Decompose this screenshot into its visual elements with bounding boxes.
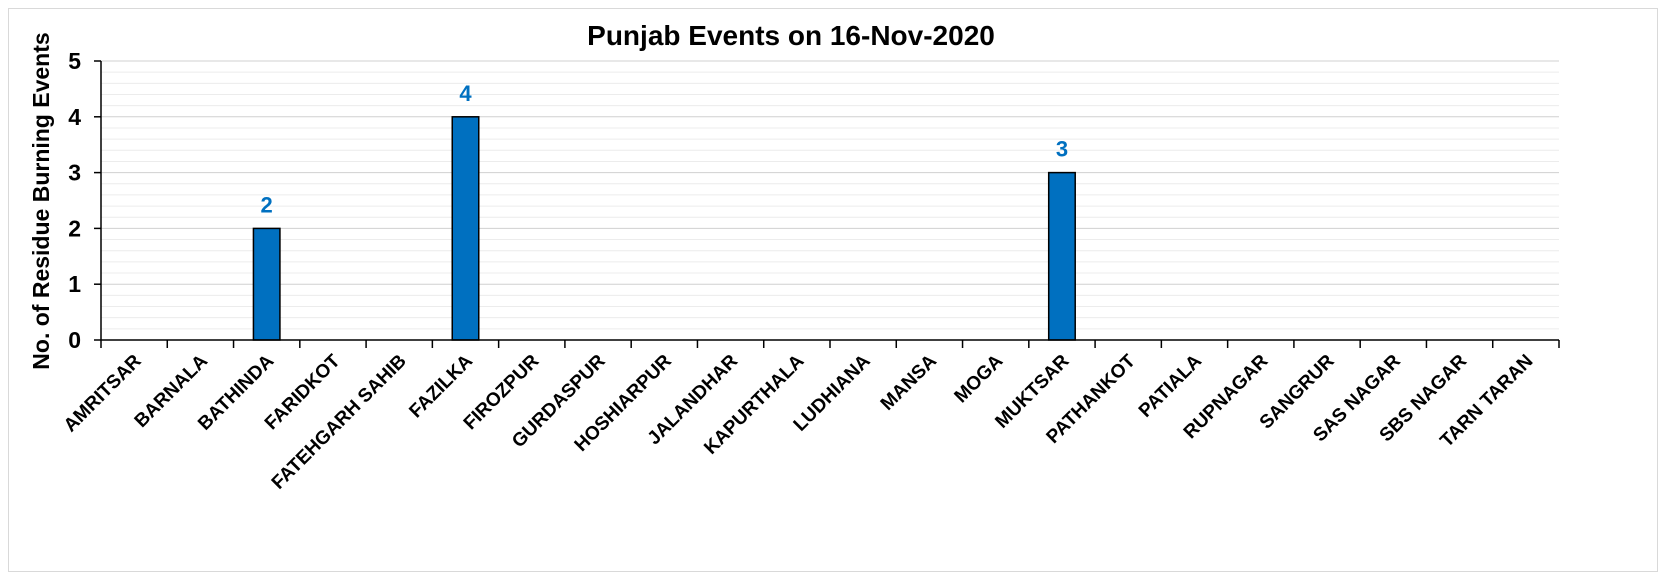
x-tick-label: PATIALA	[1135, 350, 1206, 421]
x-tick-label: AMRITSAR	[60, 350, 146, 436]
data-label: 2	[261, 192, 273, 217]
y-tick-label: 0	[68, 327, 81, 353]
data-label: 4	[459, 81, 472, 106]
bar-fazilka	[451, 116, 480, 341]
axes	[94, 60, 1560, 348]
y-tick-labels: 0 1 2 3 4 5	[68, 48, 81, 353]
chart-frame: Punjab Events on 16-Nov-2020 No. of Resi…	[8, 8, 1658, 572]
gridlines	[101, 60, 1559, 330]
y-axis-label: No. of Residue Burning Events	[28, 32, 54, 369]
data-label: 3	[1056, 137, 1068, 162]
y-tick-label: 3	[68, 160, 81, 186]
bar-bathinda	[252, 227, 281, 341]
y-tick-label: 2	[68, 215, 81, 241]
bar-muktsar	[1047, 171, 1076, 341]
y-tick-label: 5	[68, 48, 81, 74]
data-labels: 2 4 3	[261, 81, 1069, 218]
x-tick-labels: AMRITSARBARNALABATHINDAFARIDKOTFATEHGARH…	[60, 350, 1537, 493]
y-tick-label: 4	[68, 104, 81, 130]
y-tick-label: 1	[68, 271, 81, 297]
bar-chart: Punjab Events on 16-Nov-2020 No. of Resi…	[28, 20, 1560, 494]
x-tick-label: MANSA	[877, 350, 941, 414]
chart-title: Punjab Events on 16-Nov-2020	[587, 20, 995, 51]
x-tick-label: FATEHGARH SAHIB	[268, 351, 411, 494]
x-tick-label: MOGA	[951, 350, 1008, 407]
